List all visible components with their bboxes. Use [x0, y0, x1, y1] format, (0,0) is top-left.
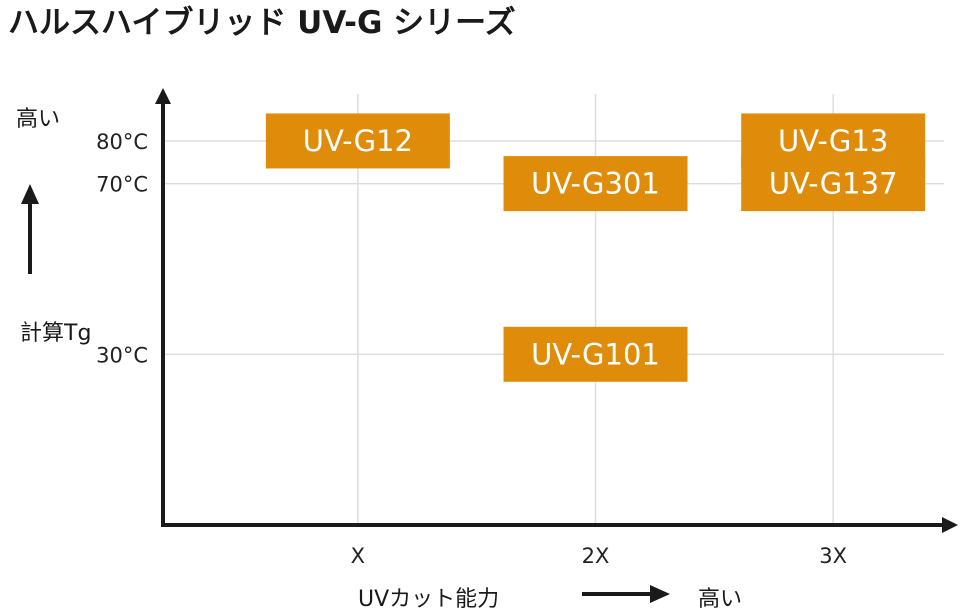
y-tick-label: 80°C — [96, 130, 148, 154]
x-axis-arrowhead — [942, 517, 958, 533]
product-box-label: UV-G101 — [531, 337, 660, 371]
x-tick-labels: X 2X 3X — [351, 544, 847, 568]
y-axis-arrowhead — [155, 88, 171, 104]
product-box-label: UV-G13 — [778, 124, 888, 158]
y-axis-up-arrow — [21, 184, 39, 274]
y-tick-label: 30°C — [96, 343, 148, 367]
product-box-label: UV-G137 — [769, 167, 898, 201]
x-axis-high-label: 高い — [698, 587, 742, 612]
product-box-bg — [265, 113, 450, 169]
x-tick-label: 3X — [819, 544, 847, 568]
y-tick-labels: 80°C 70°C 30°C — [96, 130, 148, 367]
x-tick-label: 2X — [582, 544, 610, 568]
product-box-bg — [503, 326, 688, 382]
product-box: UV-G137 — [741, 156, 926, 212]
chart-title: ハルスハイブリッド UV-G シリーズ — [8, 5, 516, 41]
product-box-bg — [741, 156, 926, 212]
product-box-label: UV-G12 — [303, 124, 413, 158]
y-axis-label: 計算Tg — [20, 321, 91, 346]
y-axis-high-label: 高い — [16, 107, 60, 132]
axes — [155, 88, 958, 533]
product-box-label: UV-G301 — [531, 167, 660, 201]
data-points: UV-G12 UV-G301 UV-G101 UV-G13 UV-G137 — [265, 113, 926, 382]
x-axis-label: UVカット能力 — [358, 587, 499, 612]
product-box: UV-G12 — [265, 113, 450, 169]
x-axis-right-arrow — [582, 585, 670, 603]
product-box: UV-G301 — [503, 156, 688, 212]
product-box: UV-G101 — [503, 326, 688, 382]
y-tick-label: 70°C — [96, 173, 148, 197]
product-box-bg — [503, 156, 688, 212]
x-tick-label: X — [351, 544, 365, 568]
